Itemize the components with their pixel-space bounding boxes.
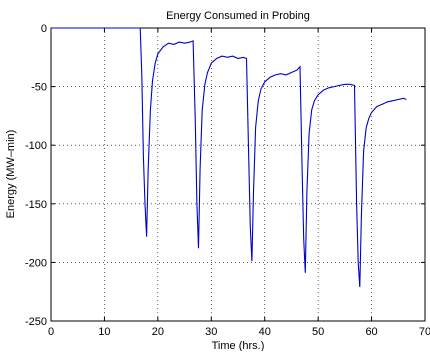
energy-series-line: [51, 27, 407, 288]
y-axis-label: Energy (MW–min): [5, 130, 17, 219]
x-axis-label: Time (hrs.): [212, 340, 265, 351]
y-tick-label: -150: [25, 199, 47, 211]
x-tick-label: 10: [98, 326, 110, 338]
plot-frame: [50, 27, 426, 322]
y-tick-label: 0: [41, 23, 47, 35]
x-tick-label: 70: [419, 326, 430, 338]
axis-ticks: 0 10 20 30 40 50 60 70 0 -50 -100 -150 -200 -250: [25, 23, 430, 338]
y-tick-label: -100: [25, 140, 47, 152]
x-tick-label: 60: [365, 326, 377, 338]
x-tick-label: 20: [152, 326, 164, 338]
y-tick-label: -250: [25, 316, 47, 328]
x-tick-label: 0: [48, 326, 54, 338]
x-tick-label: 40: [259, 326, 271, 338]
chart-title: Energy Consumed in Probing: [166, 10, 310, 22]
x-tick-label: 50: [312, 326, 324, 338]
y-tick-label: -200: [25, 257, 47, 269]
x-tick-label: 30: [205, 326, 217, 338]
y-tick-label: -50: [31, 82, 47, 94]
grid-lines: [51, 28, 425, 321]
